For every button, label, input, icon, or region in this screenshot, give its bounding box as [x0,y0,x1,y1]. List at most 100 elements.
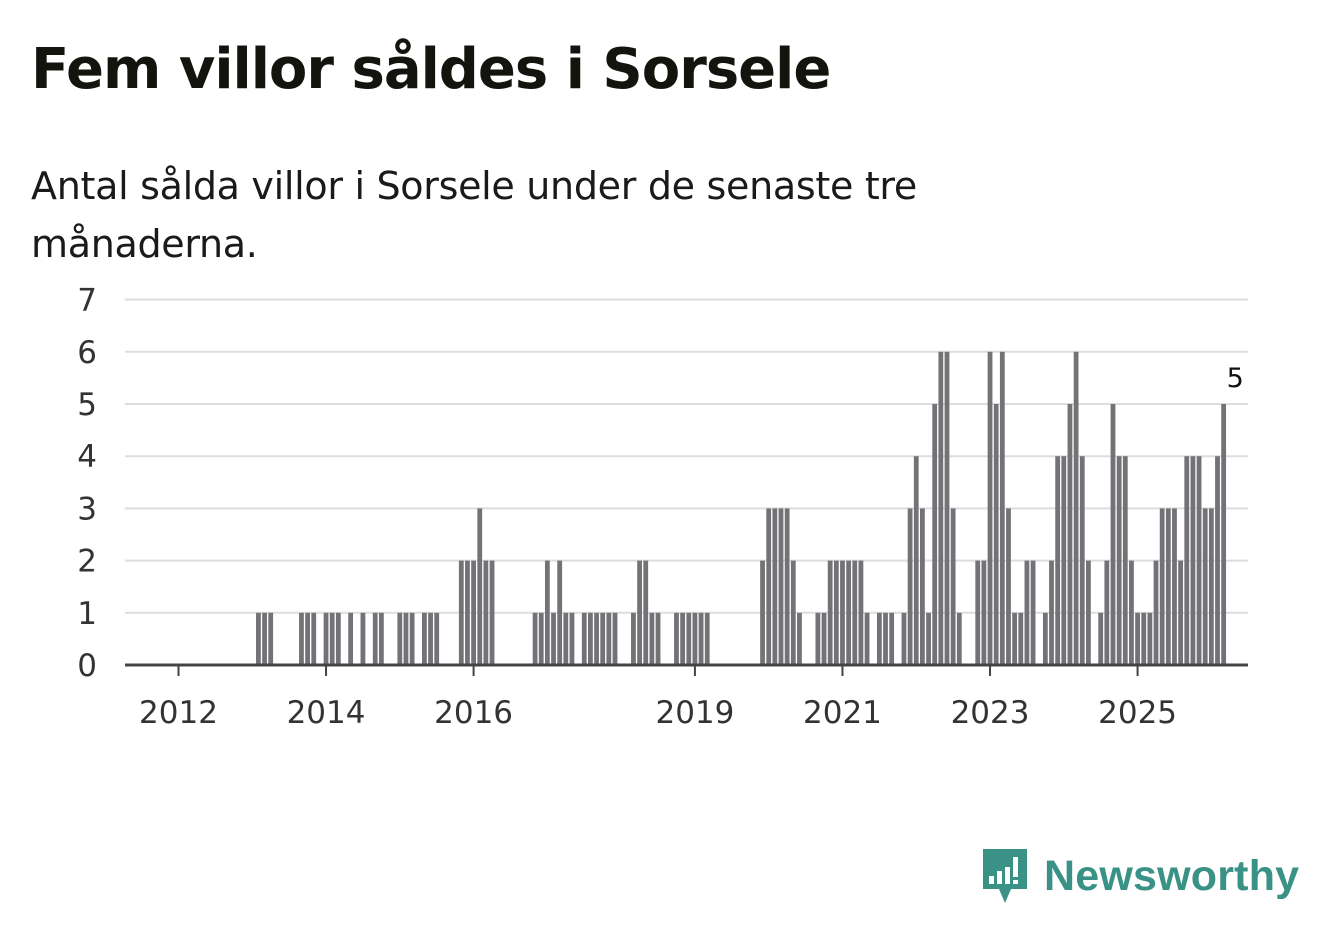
bar [1110,404,1116,665]
bar [532,612,538,665]
bar [784,508,790,665]
bars [256,351,1227,665]
bar [489,560,495,665]
bar [655,612,661,665]
y-tick-label: 6 [77,335,97,371]
bar [268,612,274,665]
bar [1006,508,1011,665]
bar [1141,612,1147,665]
x-axis: 2012 2014 2016 2019 2021 2023 2025 [125,663,1248,731]
chart-title: Fem villor såldes i Sorsele [31,37,831,102]
bar [1018,612,1024,665]
bar [409,612,415,665]
bar [323,612,329,665]
x-tick-label: 2012 [139,695,218,731]
bar [588,612,593,665]
bar [993,404,999,665]
bar [262,612,267,665]
bar [643,560,649,665]
x-tick-label: 2021 [803,695,882,731]
bar [1067,404,1073,665]
bar [1079,456,1085,665]
bar [305,612,310,665]
bar [932,404,938,665]
bar [403,612,409,665]
bar [999,351,1005,665]
bar [901,612,907,665]
bar [821,612,827,665]
bar [772,508,778,665]
y-tick-label: 2 [77,544,97,580]
bar [1147,612,1153,665]
bar [1086,560,1091,665]
bar [858,560,864,665]
bar [637,560,642,665]
bar [1055,456,1061,665]
bar [987,351,993,665]
bar [1061,456,1067,665]
bar [938,351,944,665]
bar [563,612,569,665]
bar [348,612,354,665]
bar [883,612,888,665]
bar [631,612,636,665]
bar [815,612,821,665]
bar [458,560,464,665]
bar [594,612,599,665]
chart-subtitle: Antal sålda villor i Sorsele under de se… [31,164,917,266]
bar [913,456,919,665]
bar [335,612,341,665]
bar [1030,560,1036,665]
bar [680,612,686,665]
bar [1202,508,1208,665]
y-tick-label: 1 [77,596,97,632]
bar [1196,456,1202,665]
y-tick-label: 4 [77,439,97,475]
bar [1184,456,1190,665]
bar [944,351,950,665]
x-tick-label: 2014 [287,695,366,731]
y-tick-label: 5 [77,387,97,423]
bar [833,560,839,665]
bar [311,612,317,665]
y-tick-label: 3 [77,491,97,527]
bar [852,560,858,665]
bar [956,612,962,665]
bar [1042,612,1048,665]
data-labels: 5 [1227,363,1244,394]
bar [766,508,772,665]
bar [360,612,366,665]
bar [692,612,698,665]
bar [778,508,784,665]
bar [1012,612,1018,665]
bar [1178,560,1184,665]
bar [600,612,606,665]
bar [428,612,433,665]
bar [612,612,618,665]
bar [864,612,870,665]
bar [1221,404,1227,665]
bar [1024,560,1030,665]
newsworthy-logo: Newsworthy [980,846,1299,906]
bar [975,560,981,665]
newsworthy-chart-logo-icon [983,849,1027,903]
bar [827,560,833,665]
bar [1153,560,1159,665]
x-tick-label: 2023 [951,695,1030,731]
bar [434,612,440,665]
bar [649,612,655,665]
x-tick-label: 2025 [1098,695,1177,731]
bar [920,508,925,665]
bar [1104,560,1110,665]
bar [674,612,679,665]
bar [907,508,913,665]
bar [1165,508,1171,665]
bar [1159,508,1165,665]
bar [790,560,796,665]
bar [1129,560,1134,665]
bar [981,560,987,665]
bar [465,560,470,665]
bar [378,612,384,665]
bar [704,612,710,665]
bar [950,508,956,665]
